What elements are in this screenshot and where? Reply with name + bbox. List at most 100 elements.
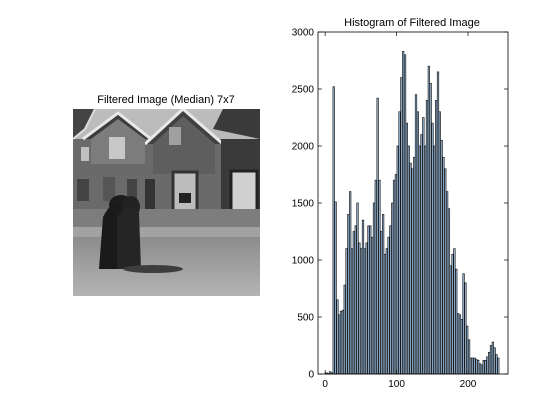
histogram-bar	[343, 284, 346, 375]
histogram-bar	[497, 357, 500, 375]
y-tick-label: 1500	[292, 199, 315, 210]
histogram-bar	[455, 268, 458, 375]
histogram-bar	[451, 253, 454, 375]
histogram-title: Histogram of Filtered Image	[344, 17, 480, 29]
histogram-bar	[394, 174, 398, 375]
histogram-bar	[444, 168, 447, 375]
histogram-bar	[382, 214, 385, 375]
histogram-bars	[325, 51, 500, 375]
histogram-bar	[380, 231, 383, 375]
filtered-image	[73, 109, 260, 296]
histogram-bar	[442, 157, 445, 375]
histogram-bar	[360, 248, 363, 375]
image-panel-title: Filtered Image (Median) 7x7	[97, 94, 235, 106]
histogram-bar	[440, 139, 443, 375]
histogram-bar	[332, 86, 335, 375]
histogram-bar	[466, 325, 469, 375]
histogram-bar	[469, 357, 472, 375]
histogram-bar	[361, 219, 365, 375]
histogram-bar	[467, 339, 471, 375]
histogram-bar	[374, 179, 377, 375]
y-tick-label: 3000	[292, 28, 315, 39]
histogram-bar	[422, 117, 425, 375]
histogram-bar	[478, 363, 482, 375]
histogram-bar	[347, 214, 350, 375]
histogram-bar	[433, 145, 436, 375]
x-tick-label: 0	[322, 379, 328, 390]
histogram-bar	[338, 314, 341, 375]
histogram-bar	[411, 168, 414, 375]
histogram-bar	[350, 248, 354, 375]
histogram-bar	[460, 318, 463, 375]
histogram-bar	[471, 357, 474, 375]
histogram-bar	[446, 191, 449, 375]
histogram-bar	[473, 357, 476, 375]
histogram-bar	[405, 122, 408, 375]
histogram-bar	[402, 51, 405, 375]
histogram-bar	[396, 145, 399, 375]
histogram-bar	[376, 97, 379, 375]
y-tick-label: 500	[297, 313, 314, 324]
histogram-bar	[425, 100, 429, 375]
histogram-bar	[475, 358, 478, 375]
histogram-bar	[427, 65, 430, 375]
histogram-bar	[413, 157, 416, 375]
histogram-bar	[363, 248, 366, 375]
histogram-bar	[484, 359, 487, 375]
histogram-bar	[354, 225, 357, 375]
histogram-bar	[352, 231, 355, 375]
histogram-bar	[341, 309, 344, 375]
histogram-bar	[378, 179, 381, 375]
y-tick-label: 0	[308, 370, 314, 381]
histogram-bar	[336, 299, 339, 375]
histogram-bar	[392, 179, 396, 375]
histogram-bar	[372, 202, 376, 375]
street-scene-illustration	[73, 109, 260, 296]
histogram-bar	[436, 71, 440, 375]
histogram-bar	[398, 111, 401, 375]
histogram-bar	[409, 162, 412, 375]
histogram-bar	[356, 202, 359, 375]
histogram-bar	[453, 248, 456, 375]
histogram-bar	[447, 208, 451, 375]
histogram-bar	[358, 242, 361, 375]
histogram-bar	[429, 82, 432, 375]
histogram-bar	[403, 54, 407, 375]
histogram-bar	[456, 313, 460, 375]
x-tick-label: 200	[460, 379, 477, 390]
histogram-bar	[349, 191, 352, 375]
histogram-bar	[371, 236, 374, 375]
histogram-bar	[435, 100, 438, 375]
histogram-bar	[462, 273, 465, 375]
histogram-bar	[400, 77, 403, 375]
histogram-bar	[407, 145, 410, 375]
plot-frame	[317, 31, 509, 375]
histogram-bar	[389, 225, 392, 375]
histogram-bar	[486, 356, 489, 375]
histogram-bar	[493, 347, 496, 375]
histogram-bar	[480, 364, 483, 375]
histogram-bar	[385, 248, 388, 375]
histogram-bar	[424, 145, 427, 375]
histogram-bar	[458, 314, 462, 375]
histogram-bar	[391, 202, 394, 375]
histogram-bar	[488, 351, 491, 375]
histogram-bar	[431, 122, 434, 375]
y-tick-label: 1000	[292, 256, 315, 267]
histogram-bar	[339, 310, 343, 375]
histogram-bar	[414, 94, 418, 375]
x-axis: 0 100 200	[322, 32, 477, 390]
histogram-bar	[464, 282, 467, 375]
histogram-bar	[416, 111, 419, 375]
histogram-bar	[489, 345, 493, 375]
histogram-bar	[418, 145, 421, 375]
histogram-bar	[495, 354, 498, 375]
x-tick-label: 100	[388, 379, 405, 390]
histogram-bar	[369, 225, 372, 375]
y-axis: 0 500 1000 1500 2000 2500 3000	[292, 28, 508, 381]
histogram-bar	[345, 248, 348, 375]
histogram-bar	[477, 359, 480, 375]
histogram-bar	[383, 253, 387, 375]
